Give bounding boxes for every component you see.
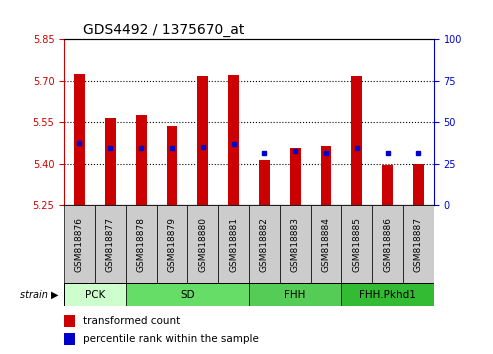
- Text: GSM818885: GSM818885: [352, 217, 361, 272]
- Bar: [320, 146, 331, 205]
- Bar: [126, 205, 157, 283]
- Text: GSM818878: GSM818878: [137, 217, 145, 272]
- Bar: [249, 205, 280, 283]
- Bar: [352, 76, 362, 205]
- Bar: [413, 164, 424, 205]
- Bar: [167, 126, 177, 205]
- Text: FHH: FHH: [284, 290, 306, 300]
- Bar: [64, 283, 126, 306]
- Bar: [95, 205, 126, 283]
- Bar: [74, 74, 85, 205]
- Bar: [259, 160, 270, 205]
- Bar: [197, 76, 208, 205]
- Bar: [280, 205, 311, 283]
- Text: strain ▶: strain ▶: [21, 290, 59, 300]
- Bar: [136, 115, 146, 205]
- Bar: [249, 283, 341, 306]
- Bar: [311, 205, 341, 283]
- Text: GSM818881: GSM818881: [229, 217, 238, 272]
- Bar: [372, 205, 403, 283]
- Bar: [105, 118, 116, 205]
- Text: GSM818884: GSM818884: [321, 217, 330, 272]
- Text: GSM818882: GSM818882: [260, 217, 269, 272]
- Text: GSM818877: GSM818877: [106, 217, 115, 272]
- Text: PCK: PCK: [85, 290, 105, 300]
- Bar: [218, 205, 249, 283]
- Text: percentile rank within the sample: percentile rank within the sample: [83, 334, 258, 344]
- Text: GSM818880: GSM818880: [198, 217, 207, 272]
- Bar: [64, 205, 95, 283]
- Bar: [187, 205, 218, 283]
- Bar: [157, 205, 187, 283]
- Text: GDS4492 / 1375670_at: GDS4492 / 1375670_at: [83, 23, 244, 36]
- Bar: [228, 75, 239, 205]
- Bar: [382, 165, 393, 205]
- Text: GSM818883: GSM818883: [291, 217, 300, 272]
- Bar: [290, 148, 301, 205]
- Bar: [126, 283, 249, 306]
- Text: transformed count: transformed count: [83, 316, 180, 326]
- Text: GSM818886: GSM818886: [383, 217, 392, 272]
- Text: GSM818876: GSM818876: [75, 217, 84, 272]
- Text: FHH.Pkhd1: FHH.Pkhd1: [359, 290, 416, 300]
- Bar: [341, 205, 372, 283]
- Text: GSM818879: GSM818879: [168, 217, 176, 272]
- Bar: [403, 205, 434, 283]
- Text: SD: SD: [180, 290, 195, 300]
- Bar: [341, 283, 434, 306]
- Bar: [64, 333, 75, 345]
- Text: GSM818887: GSM818887: [414, 217, 423, 272]
- Bar: [64, 315, 75, 327]
